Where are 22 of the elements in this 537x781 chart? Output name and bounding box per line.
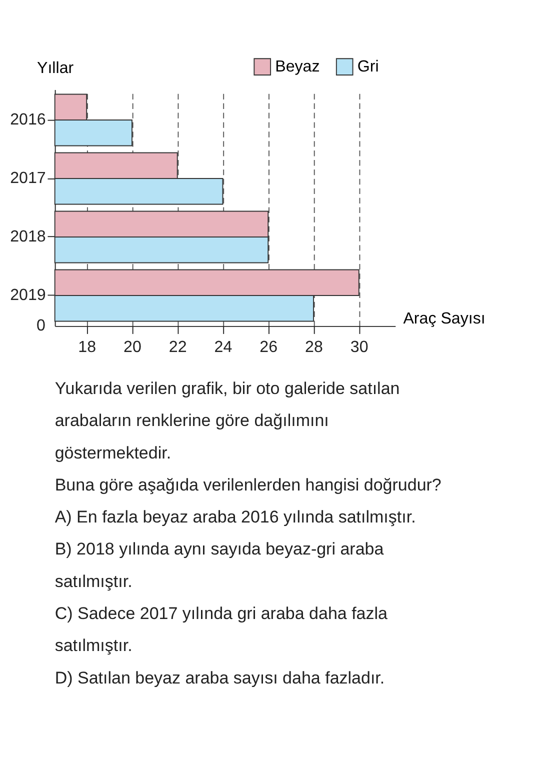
text: Buna göre aşağıda verilenlerden hangisi doğrudur? bbox=[54, 475, 442, 494]
y-tick-label: 2018 bbox=[10, 228, 46, 246]
text: 0 bbox=[36, 316, 46, 335]
x-tick-label: 28 bbox=[305, 338, 323, 356]
y-axis-title: Yıllar bbox=[37, 59, 74, 78]
y-tick-label: 2019 bbox=[10, 286, 46, 304]
x-tick-label: 18 bbox=[78, 338, 96, 356]
legend-label: Beyaz bbox=[275, 58, 320, 76]
x-axis-title: Araç Sayısı bbox=[403, 310, 486, 328]
text: A) En fazla beyaz araba 2016 yılında satılmıştır. bbox=[54, 508, 416, 527]
x-tick-label: 22 bbox=[168, 338, 187, 356]
text: B) 2018 yılında aynı sayıda beyaz-gri araba satılmıştır. bbox=[54, 540, 384, 591]
x-tick-label: 30 bbox=[350, 338, 368, 356]
text: C) Sadece 2017 yılında gri araba daha fazla satılmıştır. bbox=[54, 604, 388, 656]
text: D) Satılan beyaz araba sayısı daha fazladır. bbox=[54, 668, 385, 688]
y-tick-label: 2016 bbox=[10, 110, 46, 129]
text: Yukarıda verilen grafik, bir oto galeride satılan arabaların renklerine göre dağılımını göstermektedir. bbox=[54, 379, 400, 462]
legend-label: Gri bbox=[357, 58, 379, 76]
x-tick-label: 20 bbox=[124, 338, 142, 356]
y-tick-label: 2017 bbox=[10, 169, 46, 188]
x-tick-label: 26 bbox=[260, 338, 278, 356]
x-tick-label: 24 bbox=[214, 338, 232, 356]
